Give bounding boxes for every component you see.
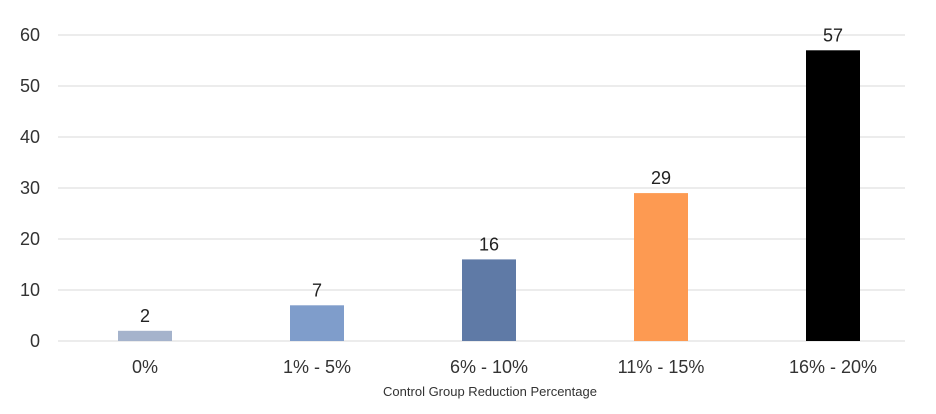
- x-category-label: 16% - 20%: [789, 357, 877, 377]
- x-category-label: 1% - 5%: [283, 357, 351, 377]
- gridlines: [58, 34, 905, 342]
- bar: [118, 330, 172, 341]
- bar: [634, 193, 688, 341]
- x-category-label: 11% - 15%: [618, 357, 705, 377]
- y-tick-label: 60: [20, 25, 40, 45]
- bar: [290, 305, 344, 341]
- data-label: 57: [823, 25, 843, 45]
- bars: [118, 50, 860, 342]
- data-label: 29: [651, 168, 671, 188]
- y-tick-label: 20: [20, 229, 40, 249]
- y-axis-ticks: 0 10 20 30 40 50 60: [20, 25, 40, 351]
- y-tick-label: 10: [20, 280, 40, 300]
- bar: [462, 259, 516, 341]
- x-category-label: 0%: [132, 357, 158, 377]
- x-axis-categories: 0% 1% - 5% 6% - 10% 11% - 15% 16% - 20%: [132, 357, 877, 377]
- x-category-label: 6% - 10%: [450, 357, 528, 377]
- data-labels: 2 7 16 29 57: [140, 25, 843, 326]
- y-tick-label: 50: [20, 76, 40, 96]
- bar: [806, 50, 860, 342]
- y-tick-label: 0: [30, 331, 40, 351]
- data-label: 16: [479, 234, 499, 254]
- data-label: 7: [312, 280, 322, 300]
- y-tick-label: 30: [20, 178, 40, 198]
- x-axis-title: Control Group Reduction Percentage: [383, 384, 597, 399]
- y-tick-label: 40: [20, 127, 40, 147]
- data-label: 2: [140, 306, 150, 326]
